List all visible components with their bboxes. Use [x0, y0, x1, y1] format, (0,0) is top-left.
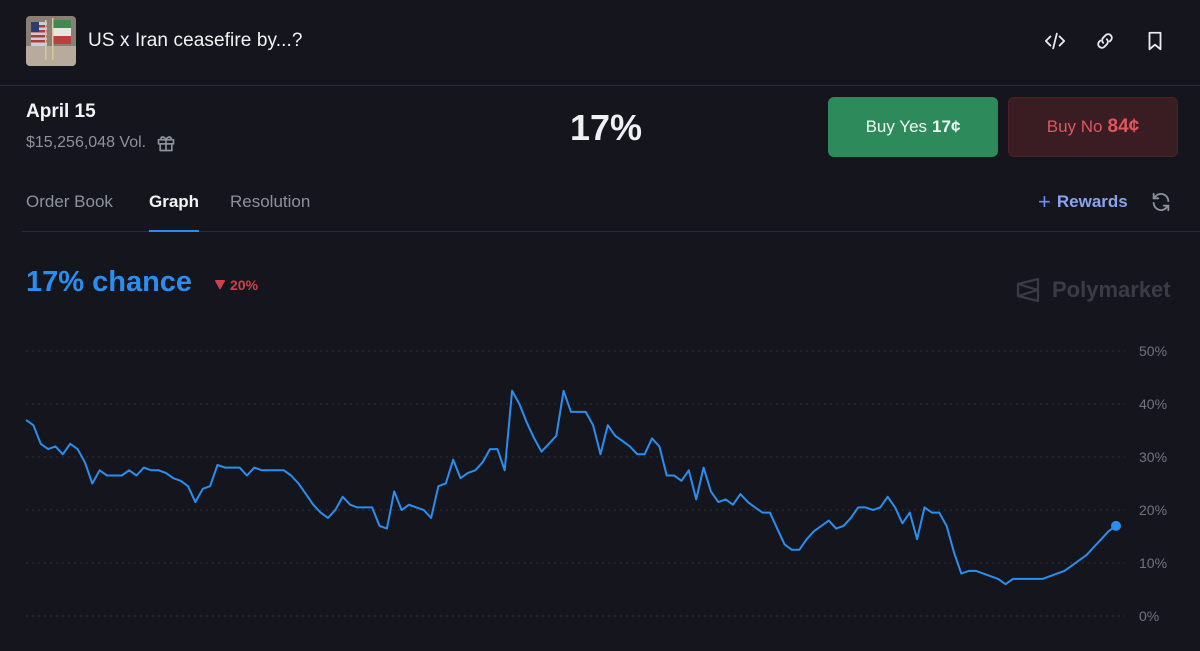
y-tick-label: 10%	[1139, 555, 1167, 571]
embed-code-icon[interactable]	[1042, 28, 1068, 54]
series-line	[25, 389, 1117, 586]
y-tick-label: 50%	[1139, 343, 1167, 359]
outcome-date: April 15	[26, 101, 96, 122]
chance-change-value: 20%	[230, 277, 259, 293]
down-triangle-icon	[215, 280, 225, 290]
y-tick-label: 40%	[1139, 396, 1167, 412]
buy-yes-label: Buy Yes	[865, 117, 928, 136]
market-title: US x Iran ceasefire by...?	[88, 30, 303, 51]
y-tick-label: 20%	[1139, 502, 1167, 518]
gift-icon[interactable]	[156, 133, 176, 153]
polymarket-icon	[1016, 277, 1040, 303]
outcome-percent: 17%	[570, 107, 643, 148]
rewards-button[interactable]: + Rewards	[1038, 189, 1128, 214]
bookmark-icon[interactable]	[1142, 28, 1168, 54]
brand-name: Polymarket	[1052, 277, 1171, 302]
volume-text: $15,256,048 Vol.	[26, 134, 147, 151]
link-icon[interactable]	[1092, 28, 1118, 54]
tab-bar: Order Book Graph Resolution + Rewards	[22, 182, 1200, 232]
market-header: US x Iran ceasefire by...?	[0, 0, 1200, 86]
price-chart[interactable]: 50% 40% 30% 20% 10% 0%	[0, 330, 1200, 651]
market-thumbnail[interactable]	[26, 16, 76, 66]
plus-icon: +	[1038, 189, 1051, 214]
flags-image	[26, 16, 76, 66]
polymarket-logo: Polymarket	[1014, 276, 1171, 304]
buy-no-price: 84¢	[1107, 116, 1140, 137]
buy-no-label: Buy No	[1046, 117, 1103, 136]
tab-resolution[interactable]: Resolution	[230, 192, 311, 211]
y-tick-label: 0%	[1139, 608, 1159, 624]
chance-change: 20%	[214, 277, 258, 293]
refresh-icon[interactable]	[1150, 191, 1172, 213]
y-tick-label: 30%	[1139, 449, 1167, 465]
y-axis-ticks: 50% 40% 30% 20% 10% 0%	[1139, 343, 1167, 624]
tab-graph[interactable]: Graph	[149, 192, 200, 232]
chance-value: 17% chance	[26, 266, 193, 298]
volume-info: $15,256,048 Vol.	[26, 133, 176, 153]
buy-yes-price: 17¢	[932, 117, 961, 136]
rewards-label: Rewards	[1056, 192, 1128, 211]
buy-yes-button[interactable]: Buy Yes 17¢	[828, 97, 998, 157]
current-point	[1111, 520, 1121, 531]
chart-grid	[26, 350, 1125, 617]
buy-no-button[interactable]: Buy No 84¢	[1008, 97, 1178, 157]
tab-order-book[interactable]: Order Book	[26, 192, 113, 211]
